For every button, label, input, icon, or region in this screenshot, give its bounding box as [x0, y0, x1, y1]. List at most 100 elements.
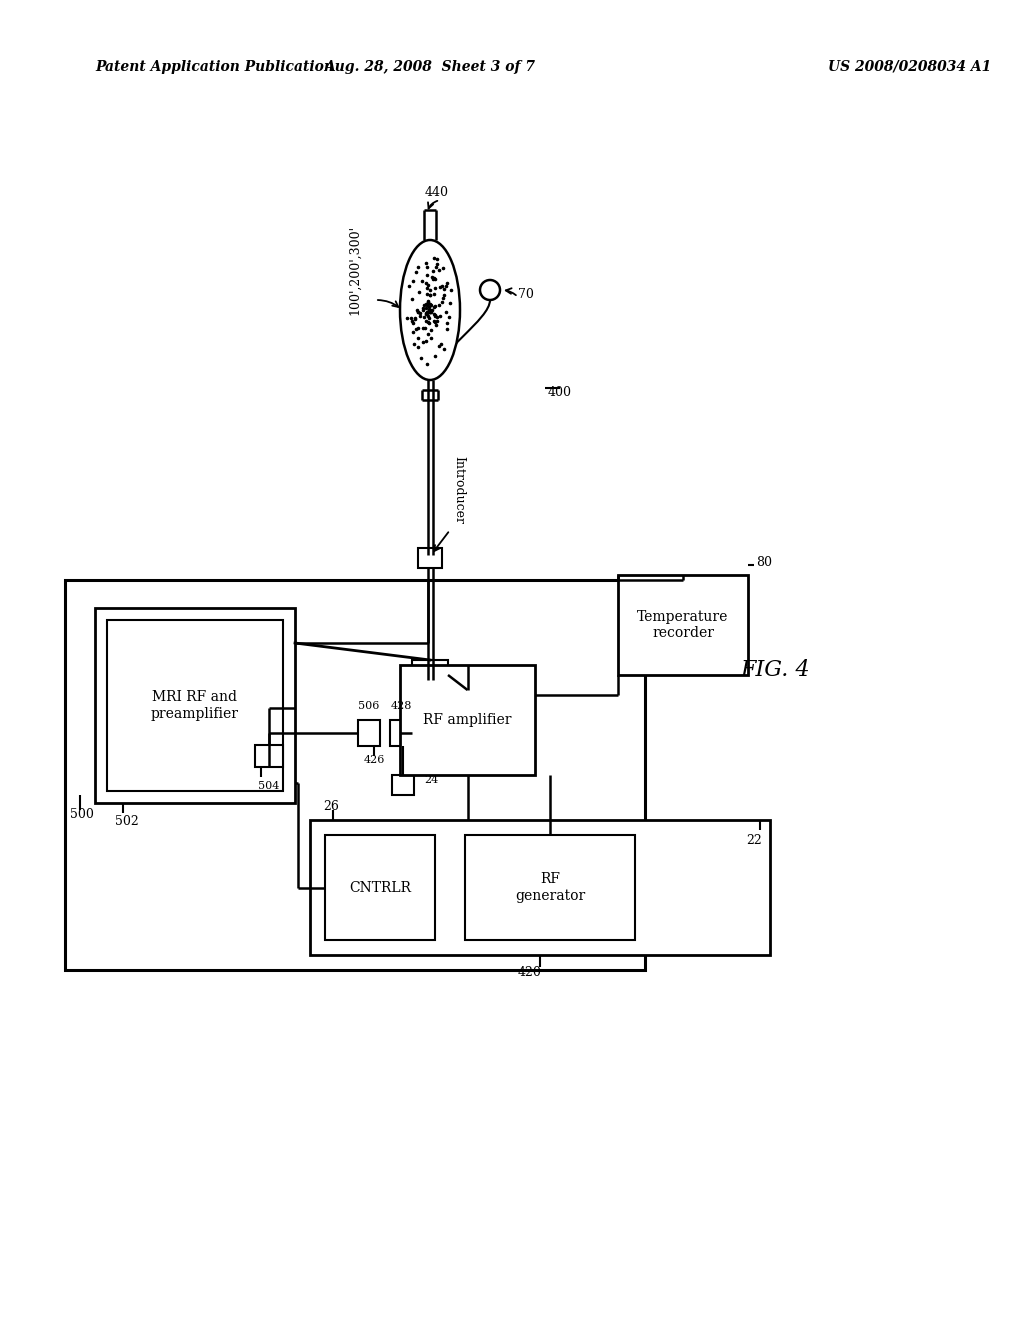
Point [440, 306, 457, 327]
Bar [465, 836, 635, 940]
Point [426, 268, 442, 289]
Point [410, 300, 426, 321]
Point [404, 271, 421, 292]
Point [418, 331, 434, 352]
Bar [325, 836, 435, 940]
Text: 100',200',300': 100',200',300' [348, 224, 361, 315]
Point [432, 276, 449, 297]
Text: 502: 502 [115, 814, 138, 828]
Point [420, 302, 436, 323]
Point [427, 305, 443, 326]
Point [420, 290, 436, 312]
Bar [392, 775, 414, 795]
Point [410, 301, 426, 322]
Point [403, 288, 420, 309]
Text: MRI RF and
preamplifier: MRI RF and preamplifier [151, 690, 239, 721]
Text: Patent Application Publication: Patent Application Publication [95, 59, 334, 74]
Point [438, 301, 455, 322]
Point [418, 293, 434, 314]
Point [438, 276, 455, 297]
Text: 400: 400 [548, 387, 572, 400]
Point [424, 268, 440, 289]
Point [419, 284, 435, 305]
Point [420, 312, 436, 333]
Point [435, 288, 452, 309]
Bar [106, 620, 283, 791]
Point [428, 314, 444, 335]
Point [427, 304, 443, 325]
Text: RF
generator: RF generator [515, 873, 585, 903]
Bar [418, 548, 442, 568]
Point [431, 305, 447, 326]
Text: Temperature
recorder: Temperature recorder [637, 610, 729, 640]
Point [420, 292, 436, 313]
Point [422, 284, 438, 305]
Point [423, 301, 439, 322]
Text: Aug. 28, 2008  Sheet 3 of 7: Aug. 28, 2008 Sheet 3 of 7 [325, 59, 536, 74]
Point [422, 301, 438, 322]
Point [434, 292, 451, 313]
Point [426, 277, 442, 298]
Text: US 2008/0208034 A1: US 2008/0208034 A1 [828, 59, 991, 74]
Point [407, 309, 423, 330]
Point [412, 302, 428, 323]
Point [419, 294, 435, 315]
Bar [618, 576, 748, 675]
Bar [358, 719, 380, 746]
Point [434, 257, 451, 279]
Point [426, 284, 442, 305]
Point [400, 275, 417, 296]
Point [412, 305, 428, 326]
Point [420, 290, 436, 312]
Point [419, 265, 435, 286]
Text: 504: 504 [258, 781, 280, 791]
Point [415, 297, 431, 318]
Point [408, 308, 424, 329]
Circle shape [480, 280, 500, 300]
Point [416, 294, 432, 315]
Point [422, 300, 438, 321]
Point [431, 335, 447, 356]
Point [436, 279, 453, 300]
Point [418, 298, 434, 319]
Bar [95, 609, 295, 803]
Text: 426: 426 [364, 755, 385, 766]
Text: 420: 420 [518, 966, 542, 979]
Point [410, 256, 426, 277]
Point [423, 319, 439, 341]
Point [421, 301, 437, 322]
Point [438, 313, 455, 334]
Text: 26: 26 [323, 800, 339, 813]
Point [419, 323, 435, 345]
Point [415, 331, 431, 352]
Point [418, 310, 434, 331]
Point [424, 267, 440, 288]
Point [430, 294, 446, 315]
Text: CNTRLR: CNTRLR [349, 880, 411, 895]
Point [427, 269, 443, 290]
Point [420, 275, 436, 296]
Point [404, 321, 421, 342]
Point [418, 252, 434, 273]
Point [410, 317, 426, 338]
Point [429, 310, 445, 331]
Text: 70: 70 [518, 289, 534, 301]
Bar [255, 744, 283, 767]
Point [406, 334, 422, 355]
Point [426, 345, 442, 366]
Point [404, 310, 421, 331]
Point [418, 302, 434, 323]
Text: 506: 506 [358, 701, 380, 711]
Point [427, 312, 443, 333]
Point [418, 304, 434, 325]
Point [422, 293, 438, 314]
Point [419, 256, 435, 277]
Point [416, 306, 432, 327]
Text: RF amplifier: RF amplifier [423, 713, 512, 727]
Point [426, 297, 442, 318]
Point [421, 300, 437, 321]
Ellipse shape [400, 240, 460, 380]
Point [442, 293, 459, 314]
Point [423, 294, 439, 315]
Point [439, 318, 456, 339]
